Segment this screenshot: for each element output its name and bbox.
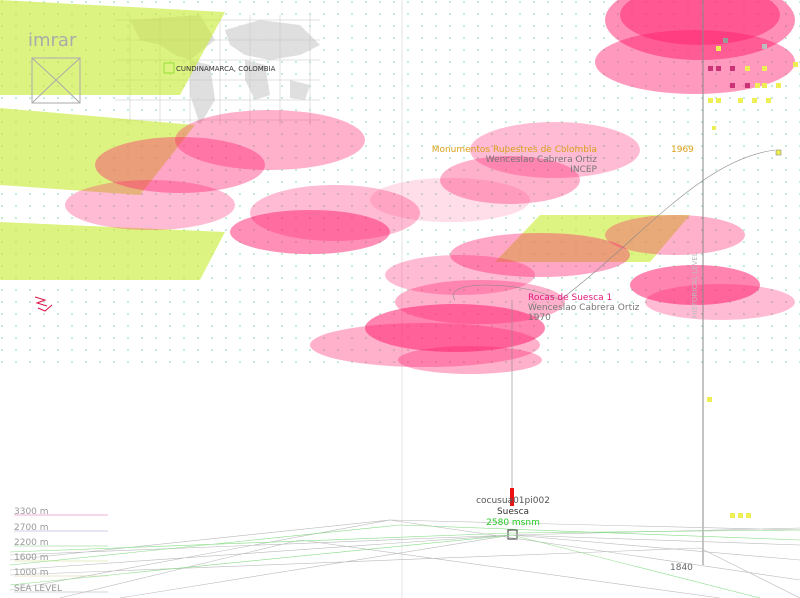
record-year: 1970 — [528, 313, 551, 323]
site-box — [507, 529, 518, 540]
record-author: Wenceslao Cabrera Ortiz — [486, 155, 598, 165]
altitude-label: SEA LEVEL — [14, 584, 62, 594]
year-marker: 1840 — [670, 563, 693, 573]
site-code: cocusua01pi002 — [476, 496, 550, 506]
logo-icon — [31, 57, 81, 104]
altitude-label: 1000 m — [14, 568, 49, 578]
record-year: 1969 — [671, 145, 694, 155]
altitude-label: 3300 m — [14, 507, 49, 517]
site-altitude: 2580 msnm — [486, 518, 540, 528]
record-ellipses — [65, 0, 795, 374]
location: CUNDINAMARCA, COLOMBIA — [176, 65, 276, 73]
axis-label: HISTORICAL LEVEL — [691, 252, 699, 318]
record-publisher: INCEP — [570, 165, 597, 175]
logo: imrar — [28, 30, 77, 51]
altitude-label: 2700 m — [14, 523, 49, 533]
record-title[interactable]: Monumentos Rupestres de Colombia — [432, 145, 597, 155]
site-name: Suesca — [497, 507, 529, 517]
record-title[interactable]: Rocas de Suesca 1 — [528, 293, 612, 303]
altitude-label: 1600 m — [14, 553, 49, 563]
record-author: Wenceslao Cabrera Ortiz — [528, 303, 640, 313]
site-marker — [510, 488, 514, 506]
planes — [0, 0, 690, 280]
altitude-label: 2200 m — [14, 538, 49, 548]
nav-icon[interactable] — [34, 296, 53, 312]
altitude-lines — [9, 514, 800, 598]
squares — [707, 38, 798, 518]
